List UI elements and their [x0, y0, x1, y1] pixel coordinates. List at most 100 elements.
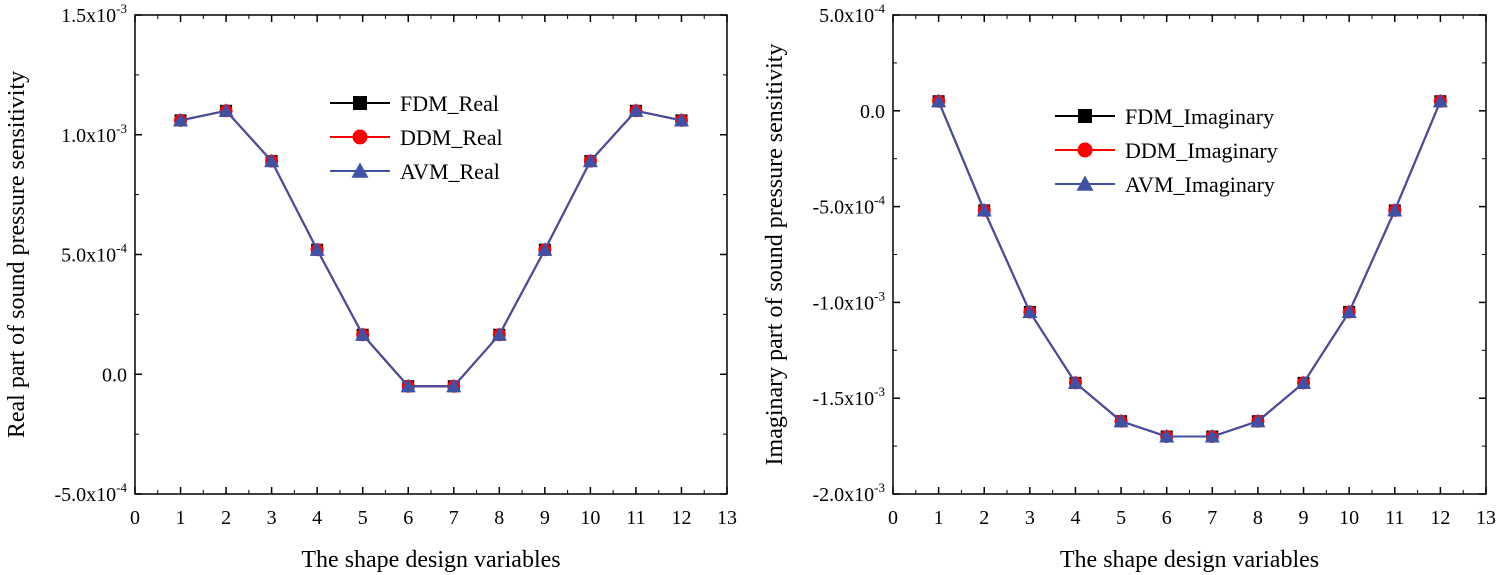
series-line — [180, 109, 682, 388]
x-tick-label: 13 — [717, 507, 737, 529]
data-point — [355, 327, 371, 341]
data-point — [1432, 93, 1448, 108]
x-tick-label: 1 — [934, 507, 944, 529]
data-point — [628, 103, 644, 117]
y-tick-label: 5.0x10-4 — [61, 241, 127, 267]
x-tick-label: 2 — [979, 507, 989, 529]
y-tick-label: -5.0x10-4 — [812, 193, 885, 219]
x-axis-label: The shape design variables — [1060, 547, 1319, 573]
x-tick-label: 0 — [130, 507, 140, 529]
data-point — [446, 378, 462, 393]
series-AVM_Real — [173, 103, 689, 393]
y-tick-exponent: -4 — [874, 193, 885, 208]
legend: FDM_Imaginary DDM_Imaginary AVM_Imaginary — [1055, 104, 1278, 197]
data-point — [673, 112, 689, 127]
x-tick-label: 4 — [312, 507, 322, 529]
y-tick-exponent: -4 — [116, 480, 127, 495]
legend-label: DDM_Real — [400, 125, 503, 150]
y-tick-label: 5.0x10-4 — [819, 1, 885, 27]
data-point — [1296, 375, 1312, 389]
legend-marker — [1076, 175, 1094, 191]
x-tick-label: 0 — [888, 507, 898, 529]
x-tick-label: 11 — [626, 507, 645, 529]
x-tick-label: 7 — [449, 507, 459, 529]
data-point — [1067, 375, 1083, 389]
y-tick-mantissa: 5.0x10 — [819, 5, 874, 27]
x-tick-label: 4 — [1070, 507, 1080, 529]
y-tick-label: -1.0x10-3 — [812, 288, 885, 314]
y-tick-label: 1.5x10-3 — [61, 1, 127, 27]
x-axis-label: The shape design variables — [301, 547, 560, 573]
legend-marker — [352, 129, 368, 145]
x-tick-label: 5 — [1116, 507, 1126, 529]
x-tick-label: 9 — [540, 507, 550, 529]
data-point — [309, 242, 325, 256]
data-point — [1204, 429, 1220, 443]
data-point — [1022, 304, 1038, 318]
x-tick-label: 11 — [1385, 507, 1404, 529]
y-tick-mantissa: -5.0x10 — [54, 484, 116, 506]
data-point — [1159, 429, 1175, 443]
data-point — [400, 378, 416, 393]
data-point — [1341, 304, 1357, 318]
y-axis-label: Real part of sound pressure sensitivity — [4, 71, 30, 438]
data-point — [218, 103, 234, 117]
legend-marker — [1077, 142, 1093, 158]
legend: FDM_Real DDM_Real AVM_Real — [330, 91, 503, 184]
y-tick-exponent: -4 — [874, 1, 885, 16]
y-tick-mantissa: 1.0x10 — [61, 125, 116, 147]
y-tick-exponent: -3 — [874, 480, 885, 495]
y-tick-exponent: -3 — [116, 121, 127, 136]
x-tick-label: 5 — [358, 507, 368, 529]
data-point — [1250, 413, 1266, 428]
legend-label: AVM_Imaginary — [1125, 172, 1275, 197]
x-tick-label: 12 — [1430, 507, 1450, 529]
y-tick-label: -5.0x10-4 — [54, 480, 127, 506]
y-tick-exponent: -3 — [874, 288, 885, 303]
data-point — [491, 327, 507, 341]
legend-label: AVM_Real — [400, 159, 500, 184]
series-line — [937, 100, 1442, 438]
data-point — [976, 202, 992, 217]
plot-frame — [892, 14, 1487, 495]
data-point — [1387, 202, 1403, 217]
x-tick-label: 8 — [1253, 507, 1263, 529]
plot-frame — [134, 14, 728, 495]
legend-marker — [351, 162, 369, 178]
legend-label: FDM_Real — [400, 91, 499, 116]
legend-label: FDM_Imaginary — [1125, 104, 1274, 129]
y-tick-label: 0.0 — [860, 101, 885, 123]
y-tick-label: -2.0x10-3 — [812, 480, 885, 506]
y-tick-mantissa: -1.0x10 — [812, 292, 874, 314]
y-tick-mantissa: -2.0x10 — [812, 484, 874, 506]
data-point — [537, 242, 553, 256]
x-tick-label: 3 — [267, 507, 277, 529]
x-tick-label: 10 — [1339, 507, 1359, 529]
y-tick-exponent: -4 — [116, 241, 127, 256]
y-tick-mantissa: 1.5x10 — [61, 5, 116, 27]
y-tick-mantissa: -1.5x10 — [812, 388, 874, 410]
x-tick-label: 2 — [221, 507, 231, 529]
y-axis-label: Imaginary part of sound pressure sensiti… — [762, 44, 788, 466]
y-tick-label: 0.0 — [102, 364, 127, 386]
y-tick-label: -1.5x10-3 — [812, 384, 885, 410]
x-tick-label: 6 — [403, 507, 413, 529]
y-tick-exponent: -3 — [116, 1, 127, 16]
series-AVM_Imaginary — [931, 93, 1448, 443]
legend-label: DDM_Imaginary — [1125, 138, 1278, 163]
x-tick-label: 3 — [1025, 507, 1035, 529]
y-tick-mantissa: -5.0x10 — [812, 197, 874, 219]
y-tick-exponent: -3 — [874, 384, 885, 399]
x-tick-label: 13 — [1476, 507, 1496, 529]
y-tick-mantissa: 0.0 — [102, 364, 127, 386]
data-point — [582, 153, 598, 168]
legend-marker — [353, 96, 367, 110]
series-line — [180, 109, 682, 388]
chart-1: 0 1 2 3 4 5 6 7 8 9 10 11 12 131.5x10-31.0x10-35.0x10… — [4, 1, 737, 573]
x-tick-label: 10 — [580, 507, 600, 529]
legend-marker — [1078, 109, 1092, 123]
data-point — [173, 112, 189, 127]
data-point — [931, 93, 947, 108]
